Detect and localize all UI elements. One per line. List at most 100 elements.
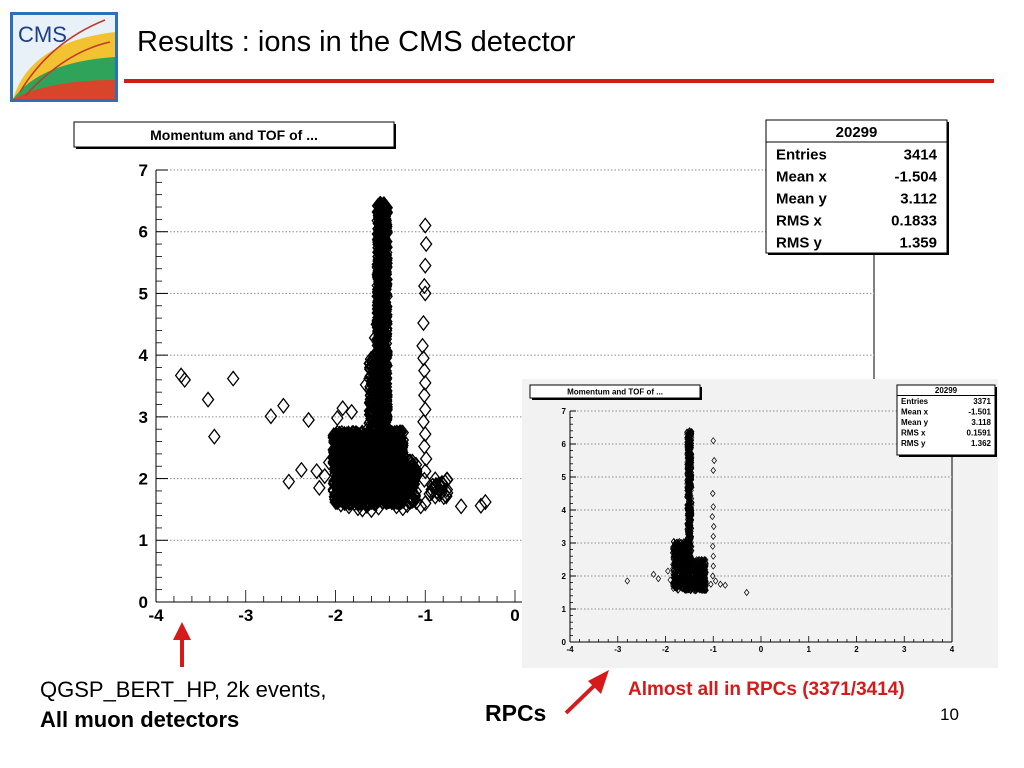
data-point [479,493,492,511]
x-tick-label: -3 [614,645,622,654]
stats-value: 0.1591 [967,428,992,437]
data-point [437,488,451,506]
data-point [670,552,677,560]
stats-label: Entries [776,147,827,164]
stats-label: RMS x [776,213,823,230]
data-point [686,447,692,455]
data-point [688,431,695,439]
data-point [418,374,432,392]
stats-value: 1.362 [971,439,992,448]
y-tick-label: 7 [562,407,567,416]
data-point [313,479,326,497]
data-point [264,408,278,425]
y-tick-label: 4 [562,506,567,515]
data-point [414,498,428,515]
data-point [670,580,676,588]
caption-detectors: All muon detectors [40,707,240,732]
data-point [685,466,692,474]
data-point [701,563,708,571]
data-point [418,257,432,274]
stats-value: -1.501 [968,407,991,416]
data-point [677,582,683,591]
data-point [702,578,708,586]
data-point [686,558,693,566]
data-point [357,486,370,504]
data-point [676,573,683,581]
data-point [708,580,714,588]
data-point [655,575,662,583]
data-point [687,516,694,524]
data-point [687,582,693,590]
data-point [710,572,716,580]
data-point [346,461,359,479]
data-point [688,501,695,509]
stats-value: 3.118 [971,418,991,427]
data-point [310,462,323,480]
rpcs-label: RPCs [485,700,547,726]
data-point [393,480,407,497]
data-point [416,337,429,355]
stats-value: 3371 [973,397,991,406]
data-point [341,467,355,484]
data-point [685,525,692,534]
data-point [368,348,382,365]
data-point [329,441,342,458]
data-point [685,508,692,516]
data-point [418,362,431,379]
data-point [675,576,682,584]
data-point [378,297,392,315]
y-tick-label: 2 [562,572,567,581]
y-tick-label: 3 [562,539,567,548]
data-point [369,380,382,398]
data-point [366,434,379,452]
data-point [418,277,431,295]
data-point [709,513,716,521]
stats-value: 3.112 [900,191,937,208]
data-point [692,569,698,577]
data-point [345,454,358,471]
data-point [694,577,701,585]
data-point [373,489,387,506]
data-point [353,452,367,470]
data-point [696,563,702,571]
data-point [332,467,346,485]
data-point [687,529,694,538]
data-point [389,441,402,458]
stats-label: Mean y [776,191,828,208]
data-point [378,437,392,454]
data-point [695,556,702,564]
data-point [697,586,703,594]
data-point [691,575,697,583]
data-point [685,546,692,554]
data-point [700,564,706,572]
stats-name: 20299 [836,124,878,141]
data-point [697,569,703,577]
data-point [677,560,684,568]
data-point [392,488,406,506]
x-tick-label: -1 [710,645,718,654]
data-point [686,456,693,464]
data-point [687,448,694,456]
data-point [277,397,290,414]
data-point [178,371,192,389]
x-tick-label: -2 [328,606,343,625]
data-point [366,394,379,411]
data-point [684,484,691,492]
data-point [672,544,678,552]
data-point [676,565,682,573]
data-point [364,402,378,419]
data-point [336,400,350,417]
data-point [375,279,389,297]
data-point [376,341,390,359]
plot-title-box [73,121,395,148]
data-point [365,367,378,384]
stats-value: -1.504 [894,169,937,186]
data-point [375,268,388,286]
data-point [689,498,695,506]
data-point [686,511,693,519]
data-point [687,441,694,450]
data-point [686,475,692,483]
data-point [699,558,705,567]
data-point [692,565,698,573]
data-point [208,428,221,445]
